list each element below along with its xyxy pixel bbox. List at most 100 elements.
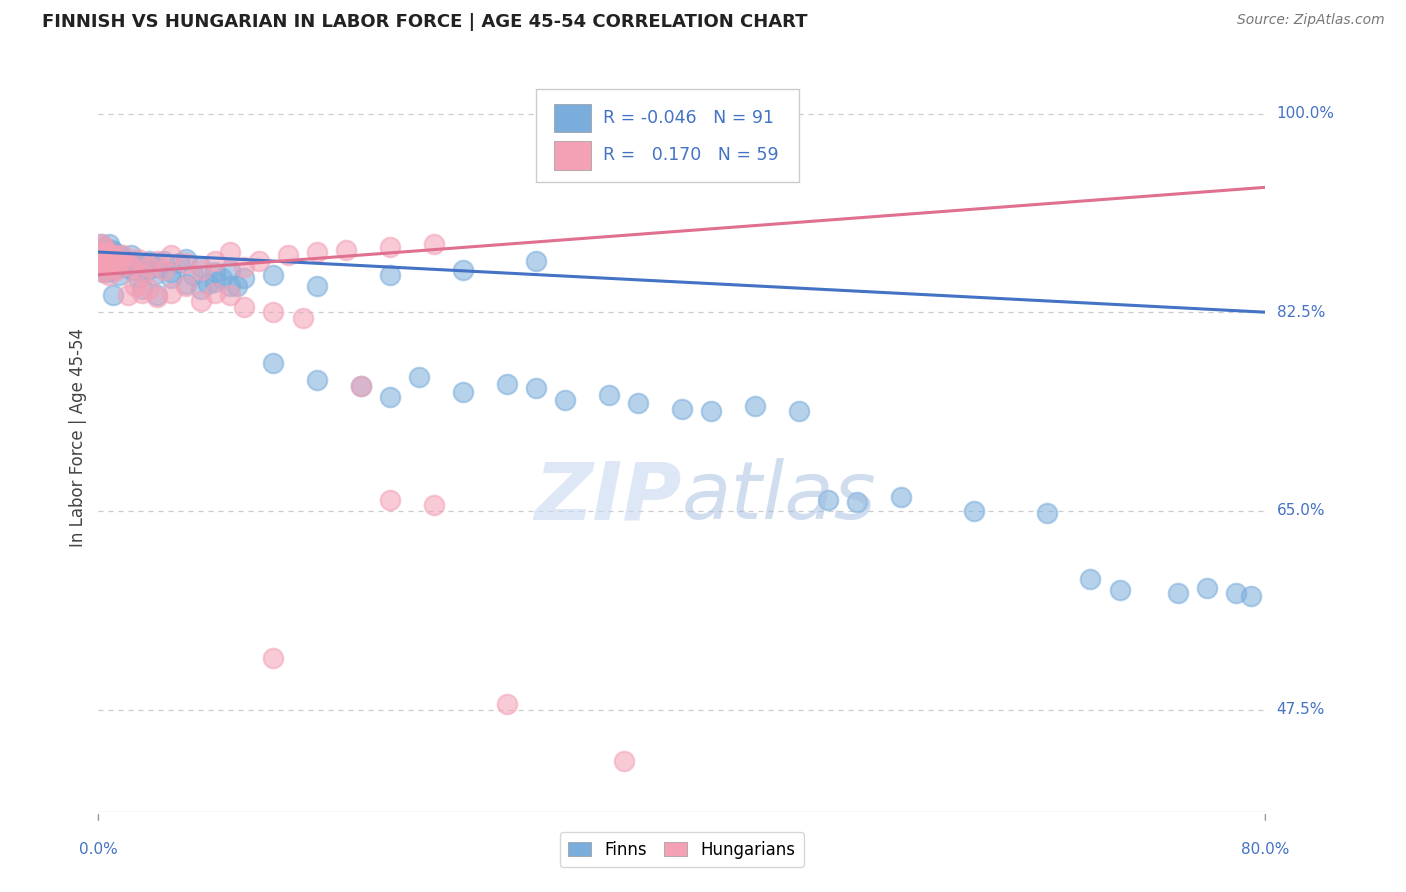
Point [91,248,114,262]
Point [94,245,117,260]
Point [94,248,117,262]
Point [121,263,143,277]
Point [153,254,176,268]
Point [127,252,149,266]
Point [131,268,153,282]
Point [103,245,125,260]
Point [131,283,153,297]
Point [153,263,176,277]
Point [96,243,118,257]
Point [787,404,810,418]
Point [101,248,124,262]
Point [117,288,139,302]
Point [138,260,160,274]
Point [94,260,117,274]
Point [117,256,139,270]
Point [127,271,149,285]
Point [174,277,197,291]
Point [108,268,131,282]
Point [190,260,212,274]
Point [408,370,430,384]
Point [97,237,120,252]
Point [138,254,160,268]
Point [100,248,122,262]
Point [380,268,402,282]
Point [700,404,723,418]
Point [97,248,120,262]
Point [524,381,547,395]
Point [94,260,117,274]
Point [350,379,373,393]
Point [197,277,219,291]
Point [671,401,693,416]
Point [423,237,446,252]
Point [146,290,169,304]
Point [744,400,766,414]
Point [124,254,146,268]
Point [142,268,165,282]
Point [1195,581,1218,595]
Point [98,260,121,274]
Point [131,285,153,300]
Point [204,285,226,300]
Point [335,243,357,257]
Point [307,245,329,260]
Point [496,376,519,391]
Point [233,300,256,314]
Point [100,243,122,257]
Point [117,254,139,268]
Point [111,256,134,270]
Point [380,390,402,404]
Point [380,240,402,254]
Point [97,256,120,270]
Point [204,265,226,279]
Point [91,248,114,262]
Point [962,504,984,518]
Point [218,279,240,293]
Point [138,283,160,297]
Point [90,254,112,268]
Point [451,263,474,277]
Point [105,252,128,266]
Legend: Finns, Hungarians: Finns, Hungarians [560,832,804,867]
Point [181,268,204,282]
Point [105,263,128,277]
Point [247,254,270,268]
Point [451,384,474,399]
Point [211,271,233,285]
Text: FINNISH VS HUNGARIAN IN LABOR FORCE | AGE 45-54 CORRELATION CHART: FINNISH VS HUNGARIAN IN LABOR FORCE | AG… [42,13,807,31]
Point [89,245,111,260]
Text: 0.0%: 0.0% [79,842,118,857]
Point [101,260,124,274]
Point [218,245,240,260]
Point [190,283,212,297]
Point [89,245,111,260]
Text: 82.5%: 82.5% [1277,305,1324,319]
Point [112,252,135,266]
Point [110,248,132,262]
Text: ZIP: ZIP [534,458,682,536]
Point [114,260,136,274]
Y-axis label: In Labor Force | Age 45-54: In Labor Force | Age 45-54 [69,327,87,547]
Point [146,288,169,302]
Point [135,263,157,277]
Point [190,293,212,308]
Point [93,256,115,270]
Point [97,248,120,262]
Point [218,263,240,277]
Point [101,288,124,302]
Text: 100.0%: 100.0% [1277,106,1334,121]
Point [93,240,115,254]
Point [160,271,183,285]
Point [91,265,114,279]
Point [131,256,153,270]
Point [190,263,212,277]
Point [110,254,132,268]
Point [103,254,125,268]
Point [496,697,519,711]
Point [90,237,112,252]
Point [612,754,634,768]
Text: R =   0.170   N = 59: R = 0.170 N = 59 [603,146,778,164]
Point [93,254,115,268]
Point [1080,572,1102,586]
